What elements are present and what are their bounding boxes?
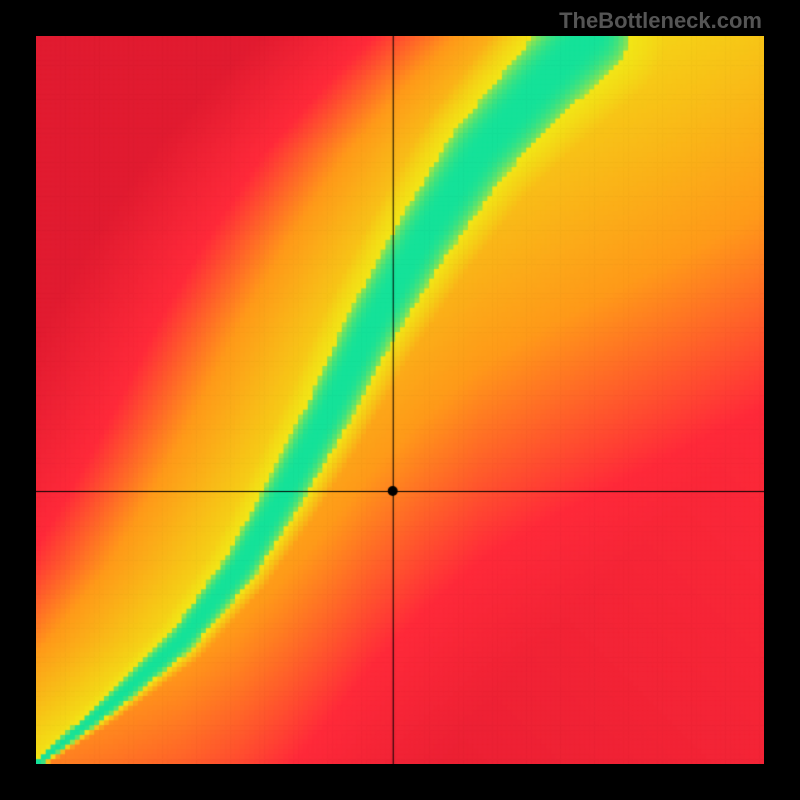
watermark-text: TheBottleneck.com: [559, 8, 762, 34]
bottleneck-heatmap: [36, 36, 764, 764]
